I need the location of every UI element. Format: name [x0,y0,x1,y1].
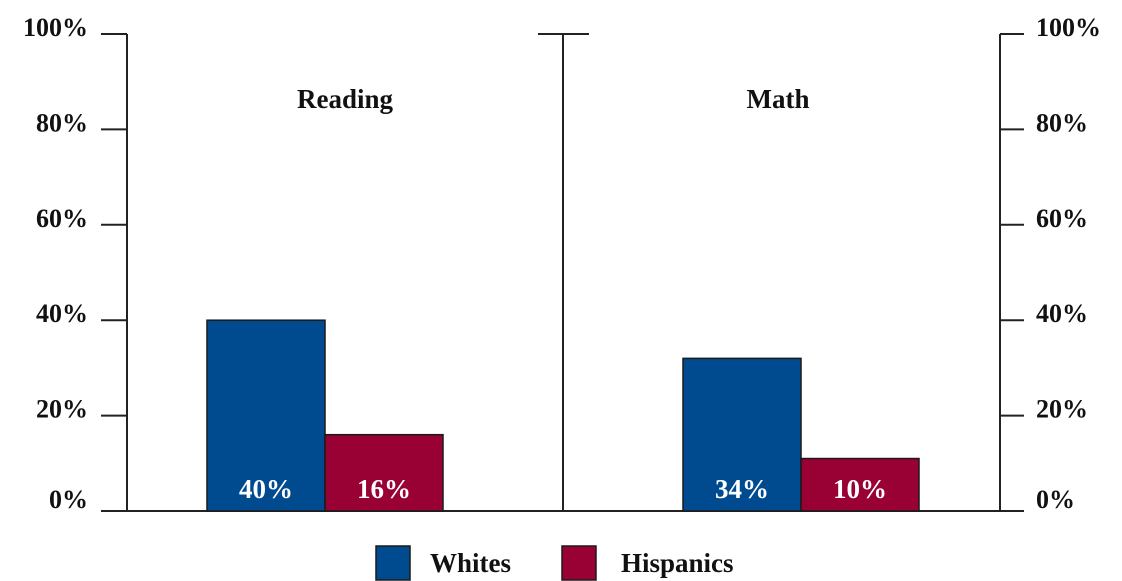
legend: Whites Hispanics [375,545,734,581]
right-tick-label: 20% [1036,395,1088,424]
right-tick-label: 80% [1036,108,1088,137]
legend-label: Whites [430,548,511,578]
left-tick-label: 100% [23,13,88,42]
panel-reading: Reading 40% 16% [206,84,444,512]
left-tick-label: 40% [36,299,88,328]
right-tick-label: 60% [1036,204,1088,233]
bar-value-label: 34% [715,474,769,504]
legend-swatch [375,545,411,581]
left-tick-label: 0% [49,485,88,514]
legend-item-whites: Whites [375,545,511,581]
left-tick-label: 60% [36,204,88,233]
bar-whites [206,319,326,512]
left-tick-label: 20% [36,395,88,424]
legend-swatch [561,545,597,581]
left-tick-label: 80% [36,108,88,137]
bar-value-label: 40% [239,474,293,504]
bar-value-label: 10% [833,474,887,504]
legend-label: Hispanics [621,548,734,578]
right-tick-label: 40% [1036,299,1088,328]
right-tick-label: 100% [1036,13,1101,42]
bar-hispanics [800,457,920,512]
y-axis-ticks: 0% 0% 20% 20% 40% 40% 60% 60% 80% 80% 100% 100% [23,13,1101,514]
bar-hispanics [324,433,444,512]
panel-title: Math [747,84,810,114]
right-tick-label: 0% [1036,485,1075,514]
bar-value-label: 16% [357,474,411,504]
legend-item-hispanics: Hispanics [561,545,734,581]
panel-title: Reading [297,84,394,114]
panel-math: Math 34% 10% [682,84,920,512]
bar-whites [682,357,802,512]
panels: Reading 40% 16% Math 34% 10% [206,84,920,512]
